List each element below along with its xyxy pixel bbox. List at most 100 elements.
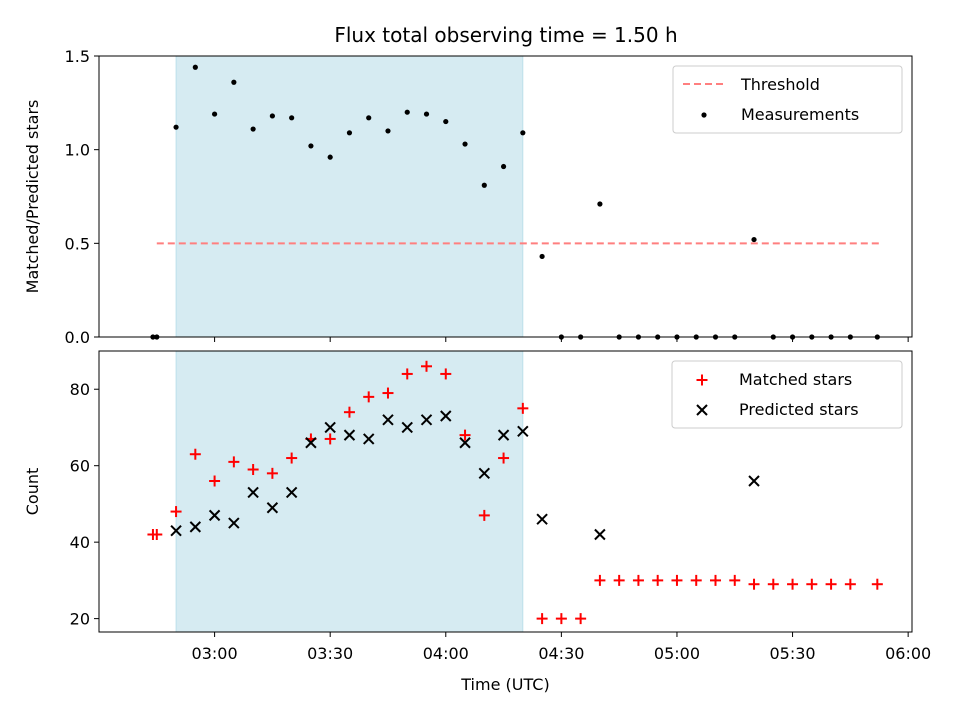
matched-stars-point — [613, 574, 625, 586]
measurement-point — [289, 115, 295, 121]
measurement-point — [481, 182, 487, 188]
x-tick-label: 05:30 — [769, 644, 815, 663]
matched-stars-point — [690, 574, 702, 586]
ratio-y-axis-label: Matched/Predicted stars — [23, 100, 42, 294]
predicted-stars-point — [247, 486, 259, 499]
ratio-legend: Threshold Measurements — [672, 65, 903, 134]
matched-stars-point — [189, 448, 201, 460]
legend-frame — [671, 360, 903, 429]
measurement-point — [269, 113, 275, 119]
measurement-point — [327, 154, 333, 160]
measurement-point — [192, 64, 198, 70]
matched-stars-point — [632, 574, 644, 586]
matched-stars-point — [652, 574, 664, 586]
predicted-stars-point — [363, 433, 375, 445]
measurement-point — [308, 143, 314, 149]
y-tick-label: 80 — [70, 380, 90, 399]
matched-stars-point — [459, 429, 471, 441]
x-tick-label: 04:00 — [423, 644, 469, 663]
matched-stars-point — [709, 574, 721, 586]
legend-predicted-symbol — [696, 404, 708, 416]
matched-stars-point — [729, 574, 741, 586]
matched-stars-point — [844, 578, 856, 590]
measurement-point — [539, 253, 545, 260]
matched-stars-point — [286, 452, 298, 464]
matched-stars-point — [748, 578, 760, 590]
matched-stars-point — [536, 613, 548, 625]
predicted-stars-point — [382, 414, 394, 426]
predicted-stars-point — [266, 502, 279, 514]
highlight-span — [175, 350, 524, 633]
x-tick-label: 03:30 — [307, 644, 353, 663]
predicted-stars-point — [594, 528, 606, 541]
matched-stars-point — [151, 529, 163, 541]
legend-matched-label: Matched stars — [739, 370, 852, 389]
predicted-stars-point — [343, 429, 356, 441]
matched-stars-point — [594, 574, 606, 586]
x-tick-label: 06:00 — [885, 644, 931, 663]
matched-stars-point — [555, 613, 567, 625]
matched-stars-point — [871, 578, 883, 590]
y-tick-label: 0.0 — [65, 328, 90, 347]
x-tick-label: 03:00 — [192, 644, 238, 663]
matched-stars-point — [324, 433, 336, 445]
legend-measurements-symbol — [701, 112, 707, 118]
predicted-stars-point — [401, 421, 413, 434]
predicted-stars-point — [285, 486, 298, 499]
measurement-point — [423, 111, 430, 117]
x-axis-label: Time (UTC) — [460, 675, 549, 694]
predicted-stars-point — [748, 475, 760, 487]
count-panel: 20 40 60 80 03:00 03:30 04:00 04:30 05:00 05:30 0… — [23, 350, 931, 694]
predicted-stars-point — [189, 521, 202, 533]
matched-stars-point — [343, 406, 355, 418]
matched-stars-point — [478, 509, 490, 521]
predicted-stars-point — [420, 414, 433, 426]
measurement-point — [520, 130, 526, 136]
predicted-stars-point — [305, 437, 317, 449]
legend-predicted-label: Predicted stars — [739, 400, 859, 419]
measurement-point — [500, 163, 507, 170]
ratio-panel: 0.0 0.5 1.0 1.5 Matched/Predicted stars Thr… — [23, 47, 913, 347]
matched-stars-point — [806, 578, 818, 590]
matched-stars-point — [209, 475, 221, 487]
predicted-stars-point — [440, 410, 452, 422]
matched-stars-point — [787, 578, 799, 590]
legend-measurements-label: Measurements — [741, 105, 859, 124]
predicted-stars-point — [459, 437, 471, 449]
x-tick-label: 05:00 — [654, 644, 700, 663]
matched-stars-point — [382, 387, 394, 399]
matched-stars-point — [440, 368, 452, 380]
matched-stars-point — [671, 574, 683, 586]
count-y-axis-label: Count — [23, 468, 42, 516]
y-tick-label: 1.5 — [65, 47, 90, 66]
matched-stars-point — [363, 391, 375, 403]
predicted-stars-point — [478, 467, 491, 480]
measurement-point — [385, 128, 391, 134]
predicted-stars-point — [536, 513, 548, 525]
measurement-point — [751, 236, 757, 243]
matched-stars-point — [247, 464, 259, 476]
legend-frame — [672, 65, 903, 134]
predicted-stars-point — [208, 509, 221, 522]
matched-stars-point — [825, 578, 837, 590]
predicted-stars-point — [324, 421, 336, 434]
chart-title: Flux total observing time = 1.50 h — [334, 23, 677, 47]
matched-stars-point — [767, 578, 779, 590]
predicted-stars-point — [517, 425, 529, 437]
measurement-point — [597, 201, 603, 207]
predicted-stars-point — [497, 429, 510, 441]
measurement-point — [462, 141, 468, 147]
measurement-point — [346, 130, 353, 136]
matched-stars-point — [401, 368, 413, 380]
measurement-point — [211, 111, 218, 117]
measurement-point — [250, 126, 256, 132]
measurement-point — [173, 124, 179, 130]
y-tick-label: 20 — [70, 610, 90, 629]
legend-matched-symbol — [696, 374, 708, 386]
highlight-span — [175, 55, 524, 338]
count-panel-frame — [98, 350, 913, 633]
matched-stars-point — [498, 452, 510, 464]
matched-stars-point — [170, 506, 182, 518]
matched-stars-point — [517, 402, 529, 414]
